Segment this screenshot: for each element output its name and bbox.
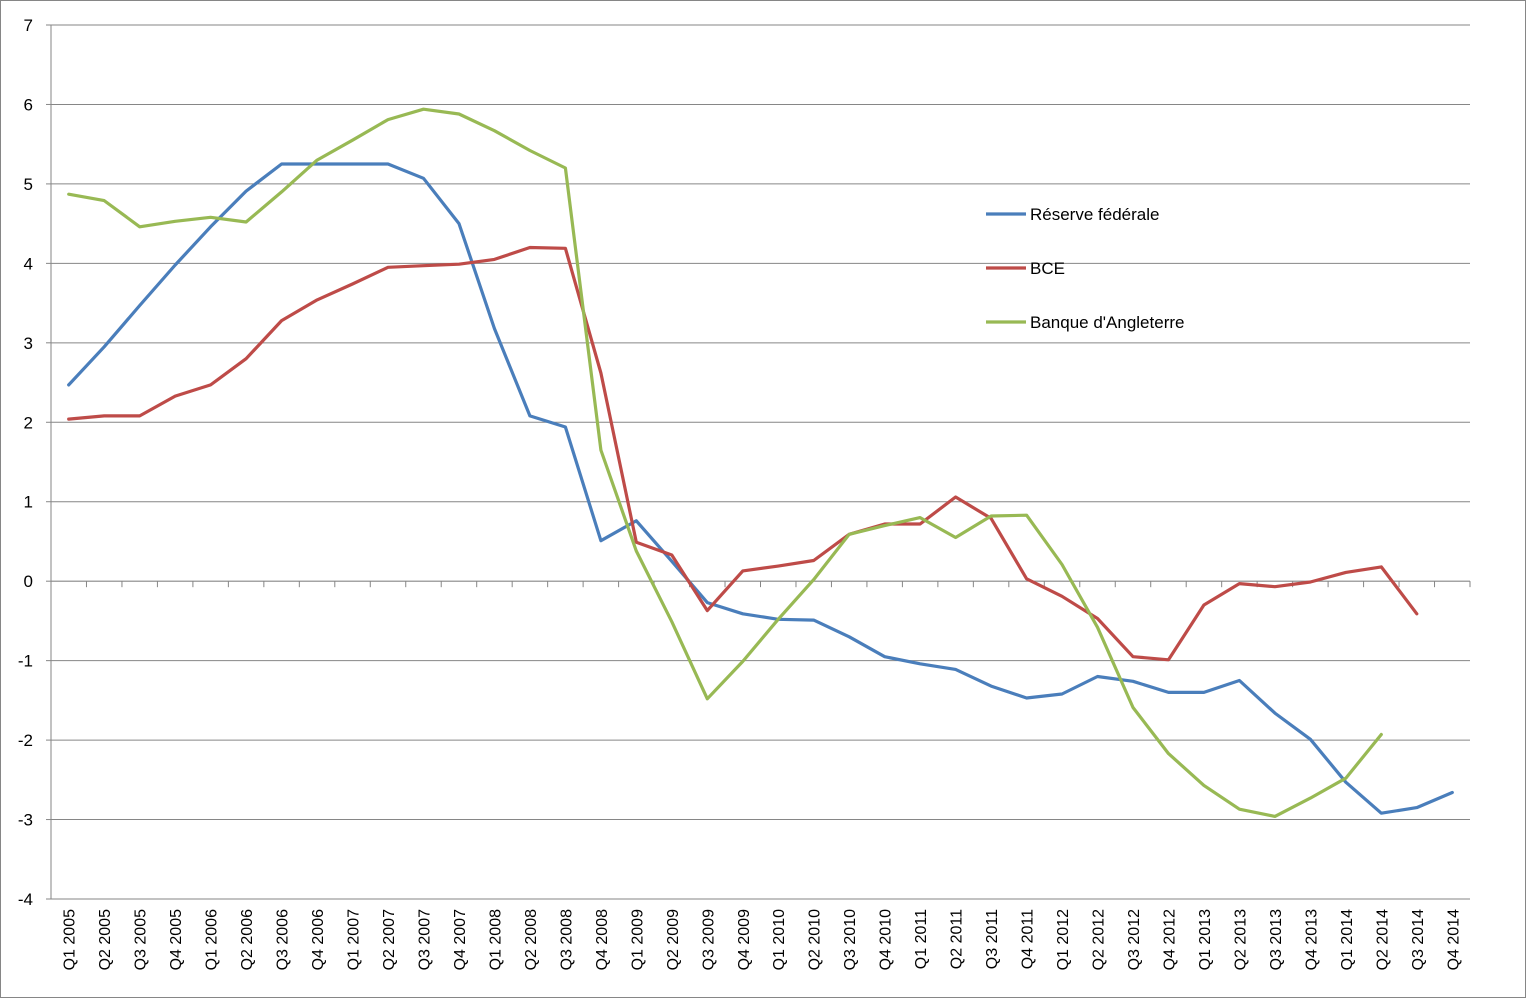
x-tick-label: Q1 2009	[629, 909, 646, 970]
x-tick-label: Q3 2006	[275, 909, 292, 970]
x-tick-label: Q3 2011	[984, 909, 1001, 969]
series-line-1	[67, 162, 1454, 815]
y-axis-tick-labels: -4 -3 -2 -1 0 1 2 3 4 5 6 7	[18, 16, 33, 909]
y-tick-label: 4	[24, 254, 33, 273]
x-tick-label: Q2 2009	[665, 909, 682, 970]
series-line-2	[67, 245, 1419, 662]
y-tick-label: 2	[24, 413, 33, 432]
y-tick-label: 6	[24, 95, 33, 114]
x-tick-label: Q4 2008	[594, 909, 611, 970]
x-tick-label: Q3 2013	[1268, 909, 1285, 970]
x-tick-label: Q1 2006	[204, 909, 221, 970]
x-tick-label: Q3 2010	[842, 909, 859, 970]
x-tick-label: Q2 2005	[97, 909, 114, 970]
legend: Réserve fédérale BCE Banque d'Angleterre	[986, 205, 1184, 332]
x-tick-label: Q1 2014	[1339, 909, 1356, 970]
x-tick-label: Q4 2007	[452, 909, 469, 970]
y-tick-label: -4	[18, 890, 33, 909]
x-tick-label: Q3 2008	[558, 909, 575, 970]
x-tick-label: Q1 2005	[62, 909, 79, 970]
x-tick-label: Q2 2007	[381, 909, 398, 970]
legend-label: BCE	[1030, 259, 1065, 278]
x-tick-label: Q2 2011	[949, 909, 966, 969]
x-tick-label: Q2 2006	[239, 909, 256, 970]
x-tick-label: Q4 2014	[1445, 909, 1462, 970]
x-tick-label: Q3 2012	[1126, 909, 1143, 970]
legend-label: Banque d'Angleterre	[1030, 313, 1184, 332]
x-tick-label: Q2 2012	[1091, 909, 1108, 970]
axes	[46, 24, 1471, 900]
x-tick-label: Q2 2013	[1232, 909, 1249, 970]
x-tick-label: Q4 2009	[736, 909, 753, 970]
gridlines	[51, 24, 1470, 900]
x-tick-label: Q4 2006	[310, 909, 327, 970]
x-tick-label: Q1 2008	[487, 909, 504, 970]
x-tick-label: Q3 2014	[1410, 909, 1427, 970]
legend-label: Réserve fédérale	[1030, 205, 1159, 224]
series-lines	[67, 107, 1454, 819]
x-tick-label: Q4 2012	[1161, 909, 1178, 970]
x-tick-label: Q3 2005	[133, 909, 150, 970]
y-tick-label: -1	[18, 652, 33, 671]
x-tick-label: Q4 2011	[1020, 909, 1037, 969]
x-axis-tick-labels: Q1 2005 Q2 2005 Q3 2005 Q4 2005 Q1 2006 Q2 20…	[62, 909, 1463, 970]
series-line-3	[67, 107, 1383, 819]
y-tick-label: 3	[24, 334, 33, 353]
x-tick-label: Q2 2010	[807, 909, 824, 970]
x-tick-label: Q3 2009	[700, 909, 717, 970]
x-tick-label: Q4 2005	[168, 909, 185, 970]
x-tick-label: Q1 2011	[913, 909, 930, 969]
x-tick-label: Q2 2008	[523, 909, 540, 970]
x-tick-label: Q2 2014	[1374, 909, 1391, 970]
x-tick-label: Q1 2010	[771, 909, 788, 970]
x-tick-label: Q4 2010	[878, 909, 895, 970]
x-tick-label: Q3 2007	[416, 909, 433, 970]
y-tick-label: 0	[24, 572, 33, 591]
x-tick-label: Q4 2013	[1303, 909, 1320, 970]
y-tick-label: 7	[24, 16, 33, 35]
x-tick-label: Q1 2007	[346, 909, 363, 970]
y-tick-label: -3	[18, 811, 33, 830]
y-tick-label: 1	[24, 493, 33, 512]
y-tick-label: -2	[18, 731, 33, 750]
y-tick-label: 5	[24, 175, 33, 194]
x-tick-label: Q1 2013	[1197, 909, 1214, 970]
x-tick-label: Q1 2012	[1055, 909, 1072, 970]
